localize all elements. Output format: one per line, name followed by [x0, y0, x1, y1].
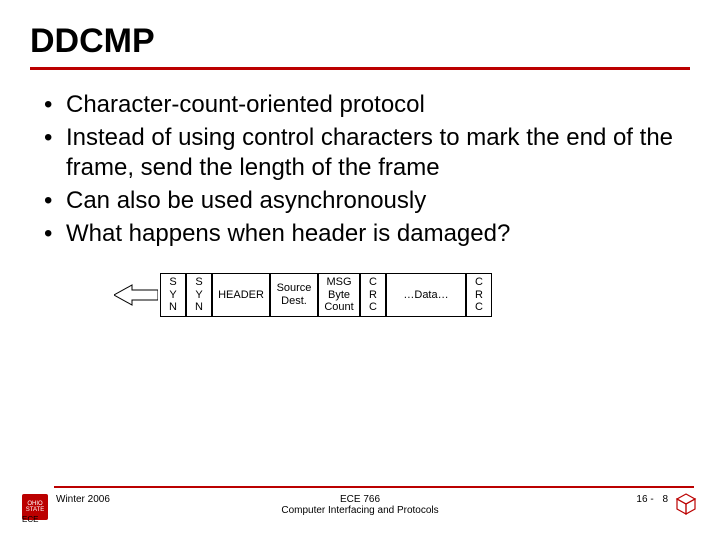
footer-course-code: ECE 766 [281, 494, 438, 505]
frame-table: SYNSYNHEADERSourceDest.MSGByteCountCRC…D… [160, 273, 492, 317]
footer-page: 16 - 8 [636, 494, 668, 505]
title-divider [30, 67, 690, 70]
frame-cell: MSGByteCount [318, 273, 360, 317]
frame-cell: CRC [360, 273, 386, 317]
bullet-item: Character-count-oriented protocol [44, 90, 690, 120]
bullet-item: Instead of using control characters to m… [44, 123, 690, 183]
frame-cell: CRC [466, 273, 492, 317]
slide-footer: OHIO STATE Winter 2006 ECE ECE 766 Compu… [0, 486, 720, 524]
frame-cell: …Data… [386, 273, 466, 317]
frame-cell: SYN [186, 273, 212, 317]
bullet-list: Character-count-oriented protocol Instea… [30, 90, 690, 249]
frame-cell: SourceDest. [270, 273, 318, 317]
footer-center: ECE 766 Computer Interfacing and Protoco… [281, 494, 438, 516]
footer-course-name: Computer Interfacing and Protocols [281, 505, 438, 516]
cube-logo-icon [674, 492, 698, 516]
bullet-item: What happens when header is damaged? [44, 219, 690, 249]
slide-title: DDCMP [30, 22, 690, 61]
page-number: 8 [662, 494, 668, 505]
footer-divider [54, 486, 694, 488]
footer-term: Winter 2006 [56, 494, 110, 505]
frame-diagram: SYNSYNHEADERSourceDest.MSGByteCountCRC…D… [114, 273, 690, 317]
bullet-item: Can also be used asynchronously [44, 186, 690, 216]
frame-cell: SYN [160, 273, 186, 317]
footer-dept: ECE [22, 515, 110, 524]
arrow-left-icon [114, 282, 158, 308]
page-prefix: 16 - [636, 494, 653, 505]
frame-cell: HEADER [212, 273, 270, 317]
